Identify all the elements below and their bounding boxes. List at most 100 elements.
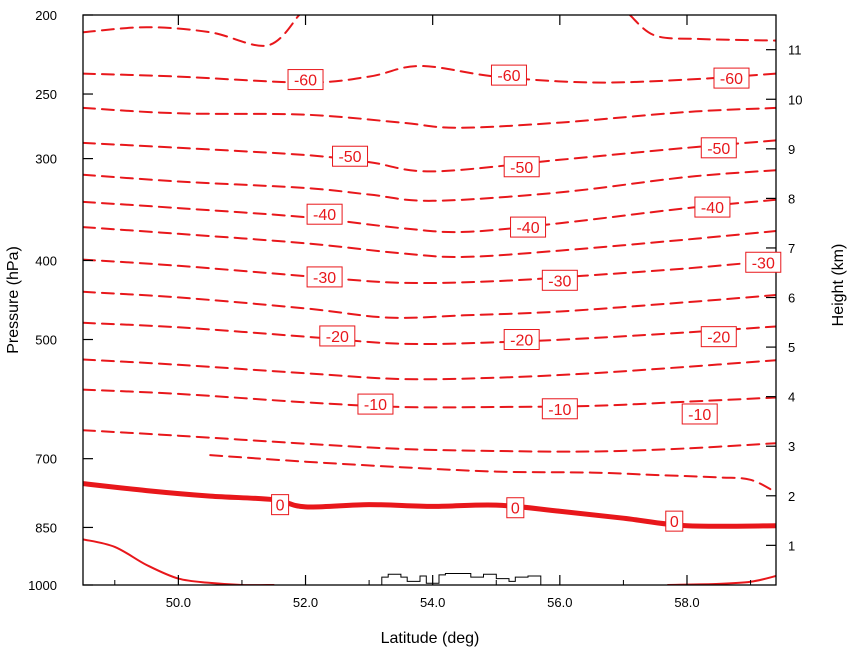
contour-label-box: [681, 403, 718, 425]
contour-line-5-17: [666, 575, 776, 585]
contour-label-box: [510, 216, 547, 238]
contour-label-box: [700, 137, 737, 159]
y-tick-label: 850: [35, 520, 57, 535]
contour-label-box: [357, 393, 394, 415]
contour-label-box: [503, 156, 540, 178]
contour-label-box: [306, 266, 343, 288]
contour-label-box: [271, 494, 290, 516]
contour-label-text: -20: [707, 330, 730, 347]
contour-label-box: [319, 325, 356, 347]
y2-tick-label: 6: [788, 291, 795, 306]
y-tick-label: 200: [35, 8, 57, 23]
contour-label: -40: [694, 196, 731, 218]
contour-label-box: [306, 203, 343, 225]
contour-line-m5-13: [83, 429, 776, 453]
contour-label-text: 0: [511, 501, 520, 518]
contour-label: -60: [713, 67, 750, 89]
y2-tick-label: 3: [788, 439, 795, 454]
contour-line-m35-7: [83, 226, 776, 258]
plot-frame: [82, 14, 777, 586]
y-tick-label: 700: [35, 452, 57, 467]
contour-label-text: -50: [707, 141, 730, 158]
contour-label-text: -60: [497, 68, 520, 85]
y-tick-label: 1000: [28, 578, 57, 593]
plot-area: [83, 15, 776, 585]
contour-label-box: [503, 329, 540, 351]
contour-label-text: -40: [701, 200, 724, 217]
contour-label-text: -10: [364, 397, 387, 414]
contour-label: -10: [681, 403, 718, 425]
contour-label-box: [541, 269, 578, 291]
contour-label: -20: [700, 326, 737, 348]
contour-label: -50: [700, 137, 737, 159]
contour-label-text: -40: [313, 207, 336, 224]
y-tick-label: 300: [35, 152, 57, 167]
contour-label-box: [694, 196, 731, 218]
y2-tick-label: 8: [788, 191, 795, 206]
x-tick-label: 56.0: [547, 595, 572, 610]
contour-label-text: -50: [510, 160, 533, 177]
contour-label-text: -30: [313, 270, 336, 287]
contour-label-box: [490, 64, 527, 86]
contour-label-text: -60: [720, 71, 743, 88]
contour-label-text: -50: [338, 149, 361, 166]
contour-label-text: -30: [548, 273, 571, 290]
contour-label: -20: [503, 329, 540, 351]
y2-tick-label: 10: [788, 92, 802, 107]
contour-label-box: [700, 326, 737, 348]
contour-line-m65-0: [83, 15, 301, 47]
y-tick-label: 500: [35, 333, 57, 348]
x-tick-label: 58.0: [674, 595, 699, 610]
contour-label-box: [541, 398, 578, 420]
contour-line-m5-14: [209, 454, 776, 494]
y2-tick-label: 9: [788, 142, 795, 157]
contour-label-box: [665, 510, 684, 532]
x-axis-title: Latitude (deg): [381, 630, 480, 647]
contour-label-box: [713, 67, 750, 89]
contour-label: -20: [319, 325, 356, 347]
y2-tick-label: 4: [788, 390, 795, 405]
contour-label-box: [287, 69, 324, 91]
contour-label: 0: [506, 497, 525, 519]
contour-label: -60: [490, 64, 527, 86]
contour-line-m15-11: [83, 358, 776, 381]
contour-label: -60: [287, 69, 324, 91]
axes: 50.0 52.0 54.0 56.0 58.020025030040050070085…: [28, 8, 802, 610]
contour-label: -30: [306, 266, 343, 288]
x-tick-label: 54.0: [420, 595, 445, 610]
contour-label-box: [506, 497, 525, 519]
contour-label-text: -20: [510, 333, 533, 350]
contour-label: -10: [541, 398, 578, 420]
contour-line-m65-1: [628, 15, 776, 42]
x-tick-label: 50.0: [166, 595, 191, 610]
contour-label: -50: [503, 156, 540, 178]
contour-line-m55-3: [83, 106, 776, 129]
y2-tick-label: 11: [788, 43, 802, 58]
contour-labels: -60 -60 -60 -50 -50 -50 -40 -40 -40 -30 -30 -30 -20 -…: [271, 64, 782, 532]
contour-label: -50: [332, 145, 369, 167]
y2-tick-label: 2: [788, 489, 795, 504]
y-tick-label: 400: [35, 253, 57, 268]
contour-label: 0: [271, 494, 290, 516]
contour-line-m10-12: [83, 388, 776, 409]
y2-tick-label: 1: [788, 538, 795, 553]
contour-label: -40: [510, 216, 547, 238]
contour-line-m60-2: [83, 64, 776, 84]
contour-label-box: [745, 251, 782, 273]
contour-line-0-15: [83, 481, 776, 529]
y-tick-label: 250: [35, 87, 57, 102]
contour-line-m20-10: [83, 321, 776, 346]
y2-axis-title: Height (km): [830, 244, 847, 327]
y-axis-title: Pressure (hPa): [5, 246, 22, 354]
contour-label: -30: [541, 269, 578, 291]
contour-label-text: 0: [276, 498, 285, 515]
contour-label-text: -60: [294, 73, 317, 90]
contour-label-text: -10: [688, 407, 711, 424]
contour-label: -40: [306, 203, 343, 225]
terrain-outline: [369, 573, 542, 585]
contour-line-m50-4: [83, 139, 776, 173]
contour-label-text: -10: [548, 402, 571, 419]
y2-tick-label: 7: [788, 241, 795, 256]
contour-label: -30: [745, 251, 782, 273]
